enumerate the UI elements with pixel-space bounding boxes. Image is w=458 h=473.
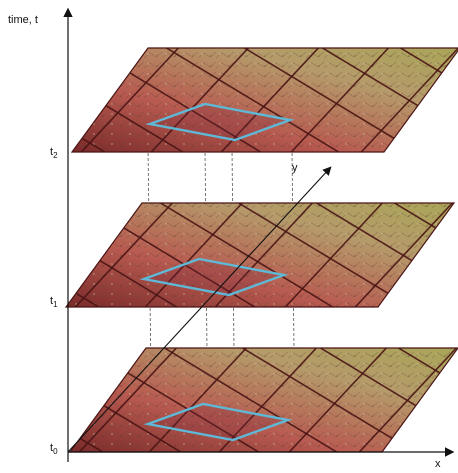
time-layer-1 [64,202,456,308]
time-label-t1: t1 [50,295,58,310]
x-axis-label: x [435,458,441,470]
layer-texture [72,48,458,152]
time-layers [64,47,458,453]
y-axis [67,166,332,453]
time-label-t2: t2 [50,146,58,161]
layer-border [64,202,456,308]
time-layer-2 [70,47,458,153]
highlighted-cell [139,257,289,297]
highlighted-cell [143,402,293,442]
time-axis-label: time, t [8,14,38,26]
highlighted-cell [145,102,295,142]
y-axis-label: y [292,162,298,174]
layer-border [70,47,458,153]
time-label-t0: t0 [50,442,58,457]
